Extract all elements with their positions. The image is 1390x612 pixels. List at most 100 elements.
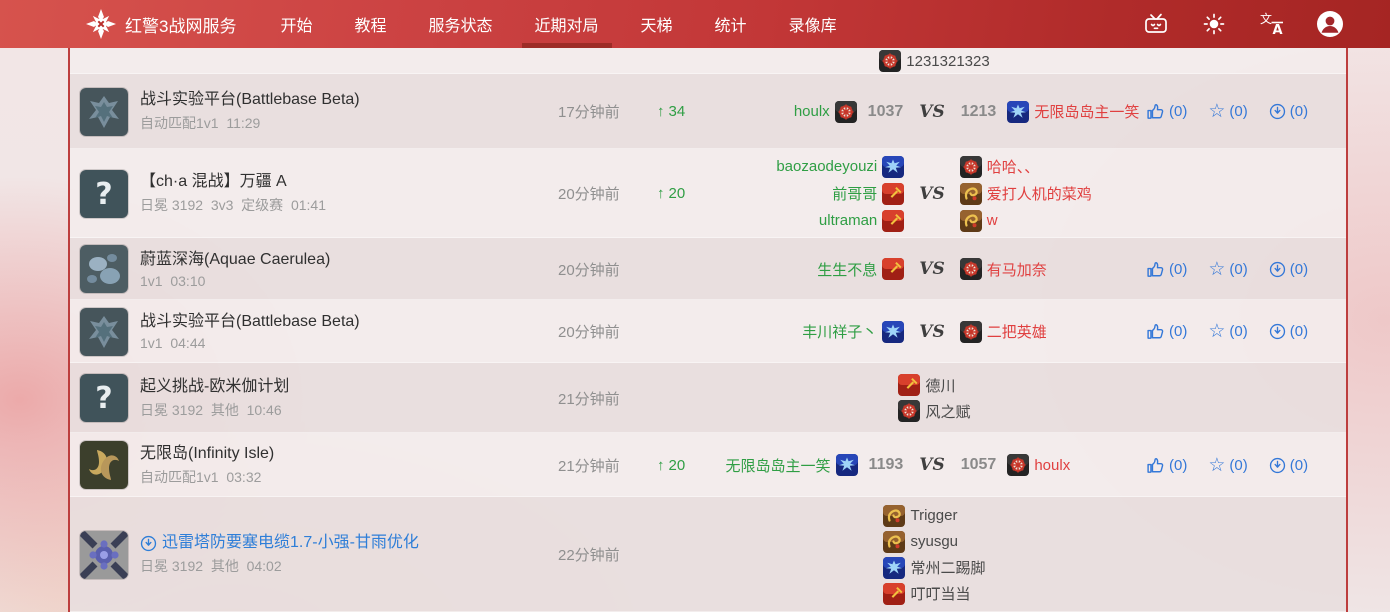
player-name[interactable]: 生生不息 [817,261,878,279]
map-text: 迅雷塔防要塞电缆1.7-小强-甘雨优化 日冕 3192 其他 04:02 [140,533,419,576]
download-icon [1269,457,1286,474]
action-count: (0) [1169,456,1188,474]
map-details: 1v1 04:44 [140,335,206,351]
map-name-text: 无限岛(Infinity Isle) [140,444,275,462]
map-thumbnail[interactable]: ? [80,169,128,218]
player-name[interactable]: ultraman [818,212,878,229]
like-icon [1146,456,1165,475]
player-name[interactable]: 哈哈、、 [986,159,1040,176]
match-row: 迅雷塔防要塞电缆1.7-小强-甘雨优化 日冕 3192 其他 04:02 22分钟前… [70,497,1346,612]
nav-item-6[interactable]: 统计 [714,18,747,35]
bilibili-icon[interactable] [1142,10,1170,38]
player-name[interactable]: 德川 [925,377,956,395]
player-name[interactable]: 前哥哥 [832,186,878,203]
map-info: 战斗实验平台(Battlebase Beta) 自动匹配1v1 11:29 [70,87,558,136]
match-time: 20分钟前 [558,261,620,279]
recent-matches-list: 1231321323 战斗实验平台(Battlebase Beta) 自动匹配1v1… [70,48,1346,612]
match-row: 无限岛(Infinity Isle) 自动匹配1v1 03:32 21分钟前 ↑ 20 无… [70,433,1346,497]
players-area: houlx 1037 VS 1213 无限岛岛主一笑 [718,100,1146,123]
action-count: (0) [1229,456,1248,474]
map-text: 无限岛(Infinity Isle) 自动匹配1v1 03:32 [140,444,274,487]
map-thumbnail[interactable] [80,245,128,293]
match-row: 战斗实验平台(Battlebase Beta) 自动匹配1v1 11:29 17分钟… [70,74,1346,149]
nav-item-5[interactable]: 天梯 [640,18,673,35]
map-text: 起义挑战-欧米伽计划 日冕 3192 其他 10:46 [140,377,289,420]
map-name-text: 起义挑战-欧米伽计划 [140,377,290,395]
soviet-faction-icon [883,582,906,605]
like-button[interactable]: (0) [1146,260,1187,279]
map-info: ? 【ch·a 混战】万疆 A 日冕 3192 3v3 定级赛 01:41 [70,169,558,218]
navbar: 红警3战网服务 开始 教程 服务状态 近期对局 天梯 统计 录像库 文 A [0,0,1390,48]
player-name[interactable]: 无限岛岛主一笑 [725,457,831,475]
like-button[interactable]: (0) [1146,456,1187,475]
match-time: 22分钟前 [558,547,620,564]
download-button[interactable]: (0) [1269,261,1308,278]
map-name: 起义挑战-欧米伽计划 [140,377,289,397]
favorite-button[interactable]: ☆ (0) [1208,322,1247,341]
like-button[interactable]: (0) [1146,102,1187,121]
content-panel: 1231321323 战斗实验平台(Battlebase Beta) 自动匹配1v1… [68,48,1348,612]
map-thumbnail[interactable] [80,87,128,136]
favorite-button[interactable]: ☆ (0) [1208,260,1247,279]
rating-change: ↑ 34 [643,103,718,120]
download-button[interactable]: (0) [1269,103,1308,120]
soviet-faction-icon [898,374,921,396]
nav-item-1[interactable]: 开始 [280,18,313,35]
player-name[interactable]: 常州二踢脚 [910,560,986,577]
match-row: ? 起义挑战-欧米伽计划 日冕 3192 其他 10:46 21分钟前 德川 风之赋 [70,363,1346,433]
like-button[interactable]: (0) [1146,322,1187,341]
language-icon[interactable]: 文 A [1258,10,1286,38]
player-name[interactable]: 二把英雄 [986,324,1047,341]
nav-item-7[interactable]: 录像库 [788,18,837,35]
favorite-button[interactable]: ☆ (0) [1208,102,1247,121]
action-count: (0) [1169,103,1188,120]
match-actions: (0) ☆ (0) (0) [1146,260,1346,279]
player-name[interactable]: w [986,212,998,229]
player-name[interactable]: 无限岛岛主一笑 [1034,104,1140,121]
download-icon [1269,103,1286,120]
map-thumbnail[interactable] [80,307,128,356]
action-count: (0) [1289,323,1309,340]
player-name[interactable]: 爱打人机的菜鸡 [986,186,1092,203]
site-brand[interactable]: 红警3战网服务 [86,9,236,39]
nav-item-4[interactable]: 近期对局 [521,0,613,48]
player-name[interactable]: houlx [1034,456,1071,474]
celestial-faction-icon [883,530,906,553]
action-count: (0) [1289,103,1309,120]
map-text: 【ch·a 混战】万疆 A 日冕 3192 3v3 定级赛 01:41 [140,172,326,215]
theme-sun-icon[interactable] [1200,10,1228,38]
favorite-button[interactable]: ☆ (0) [1208,456,1247,475]
profile-icon[interactable] [1316,10,1344,38]
download-button[interactable]: (0) [1269,457,1308,474]
player-name[interactable]: houlx [793,103,830,120]
map-thumbnail[interactable] [80,441,128,489]
player-name[interactable]: 丰川祥子丶 [802,324,878,341]
match-time: 17分钟前 [558,104,620,121]
svg-text:文: 文 [1260,12,1272,26]
player-name[interactable]: syusgu [910,533,959,550]
player-name[interactable]: 有马加奈 [986,261,1047,279]
nav-item-3[interactable]: 服务状态 [428,18,493,35]
map-info: 无限岛(Infinity Isle) 自动匹配1v1 03:32 [70,441,558,489]
players-area: 丰川祥子丶 VS 二把英雄 [718,320,1146,343]
player-name[interactable]: baozaodeyouzi [776,158,878,175]
player-list: 1231321323 [874,50,990,73]
team-player: 爱打人机的菜鸡 [955,182,1092,206]
nav-item-2[interactable]: 教程 [354,18,387,35]
download-button[interactable]: (0) [1269,323,1308,340]
player-name[interactable]: 风之赋 [925,403,971,421]
allies-faction-icon [882,320,905,343]
right-team: 哈哈、、爱打人机的菜鸡 w [955,155,1146,233]
player-name[interactable]: Trigger [910,507,958,524]
like-icon [1146,102,1165,121]
right-score: 1213 [960,102,997,120]
empire-faction-icon [834,100,857,123]
match-time: 21分钟前 [558,457,620,475]
map-thumbnail[interactable]: ? [80,374,128,422]
map-thumbnail[interactable] [80,530,128,579]
player-name[interactable]: 叮叮当当 [910,586,971,603]
map-download-link[interactable]: 迅雷塔防要塞电缆1.7-小强-甘雨优化 [140,533,419,553]
svg-text:A: A [1273,23,1283,36]
svg-text:?: ? [95,177,112,212]
player-name[interactable]: 1231321323 [906,52,990,70]
